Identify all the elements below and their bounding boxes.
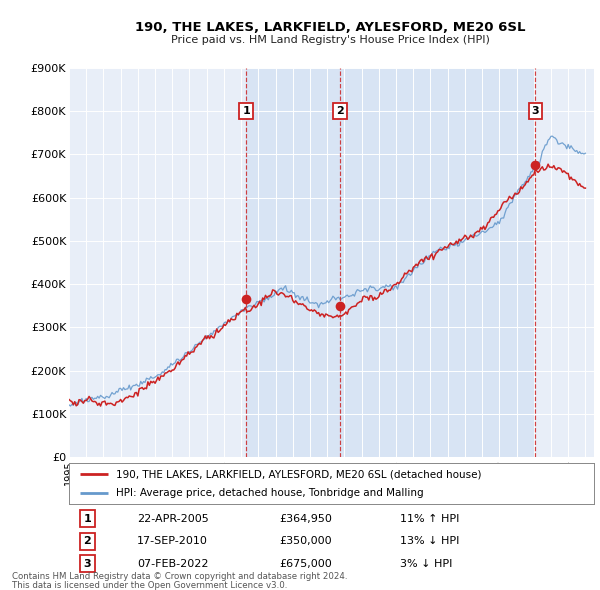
Text: 1: 1 [242,106,250,116]
Text: 3: 3 [532,106,539,116]
Text: Price paid vs. HM Land Registry's House Price Index (HPI): Price paid vs. HM Land Registry's House … [170,35,490,45]
Text: £675,000: £675,000 [279,559,332,569]
Text: Contains HM Land Registry data © Crown copyright and database right 2024.: Contains HM Land Registry data © Crown c… [12,572,347,581]
Text: 07-FEB-2022: 07-FEB-2022 [137,559,209,569]
Text: 13% ↓ HPI: 13% ↓ HPI [400,536,459,546]
Text: 17-SEP-2010: 17-SEP-2010 [137,536,208,546]
Text: 11% ↑ HPI: 11% ↑ HPI [400,514,459,524]
Text: HPI: Average price, detached house, Tonbridge and Malling: HPI: Average price, detached house, Tonb… [116,489,424,499]
Text: 190, THE LAKES, LARKFIELD, AYLESFORD, ME20 6SL: 190, THE LAKES, LARKFIELD, AYLESFORD, ME… [135,21,525,34]
Text: 3% ↓ HPI: 3% ↓ HPI [400,559,452,569]
Text: 22-APR-2005: 22-APR-2005 [137,514,209,524]
Text: 2: 2 [336,106,343,116]
Text: £364,950: £364,950 [279,514,332,524]
Text: £350,000: £350,000 [279,536,332,546]
Text: 3: 3 [83,559,91,569]
Text: 1: 1 [83,514,91,524]
Text: This data is licensed under the Open Government Licence v3.0.: This data is licensed under the Open Gov… [12,581,287,590]
Text: 2: 2 [83,536,91,546]
Bar [246,68,535,457]
Text: 190, THE LAKES, LARKFIELD, AYLESFORD, ME20 6SL (detached house): 190, THE LAKES, LARKFIELD, AYLESFORD, ME… [116,469,482,479]
